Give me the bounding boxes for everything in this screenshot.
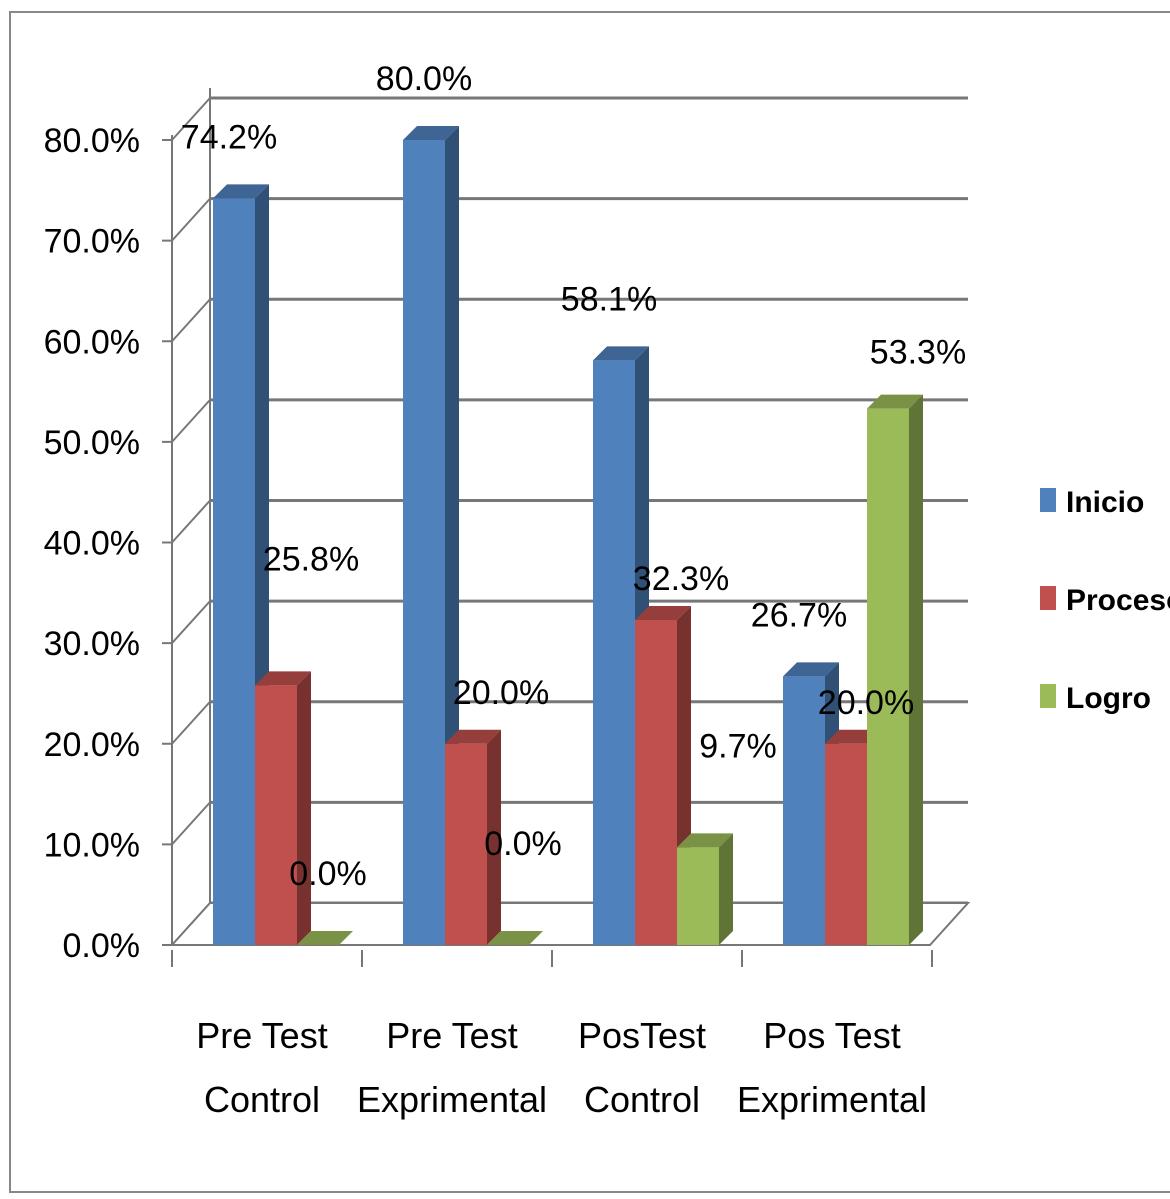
bar-top: [403, 126, 459, 140]
legend-label-inicio: Inicio: [1066, 486, 1144, 519]
data-label: 74.2%: [181, 118, 277, 156]
category-label: Pos Test: [763, 1015, 900, 1056]
data-label: 80.0%: [376, 60, 472, 98]
bar-side: [297, 671, 311, 945]
bar-side: [487, 729, 501, 945]
bar-top: [677, 833, 733, 848]
bar-top: [255, 671, 311, 686]
gridlines: [171, 88, 968, 946]
legend: Inicio Proceso Logro: [1040, 486, 1170, 715]
bar-front: [677, 847, 719, 945]
bar-logro: [297, 931, 353, 945]
gridline-diagonal: [171, 600, 211, 644]
y-tick-label: 20.0%: [44, 726, 140, 764]
gridline-diagonal: [171, 801, 211, 846]
category-label: Control: [204, 1079, 320, 1120]
gridline-diagonal: [171, 499, 211, 544]
bar-front: [213, 198, 255, 946]
data-label: 58.1%: [561, 280, 657, 318]
bar-front: [867, 408, 909, 945]
y-tick-label: 60.0%: [44, 323, 140, 361]
y-tick-label: 0.0%: [63, 927, 141, 965]
bar-front: [783, 676, 825, 945]
bar-top: [593, 346, 649, 361]
bars: [213, 126, 923, 946]
legend-label-logro: Logro: [1066, 682, 1151, 715]
gridline-diagonal: [171, 97, 211, 141]
data-labels: 74.2% 80.0% 58.1% 26.7% 25.8% 20.0% 32.3% 20.0%…: [181, 60, 966, 893]
bar-inicio: [783, 662, 839, 945]
axes: 0.0% 10.0% 20.0% 30.0% 40.0% 50.0% 60.0% 70.0% 8…: [44, 122, 971, 1120]
gridline-diagonal: [171, 701, 211, 745]
bar-front: [635, 619, 677, 945]
legend-swatch-inicio: [1040, 488, 1056, 512]
bar-top: [487, 931, 543, 945]
category-label: Exprimental: [357, 1079, 547, 1120]
legend-label-proceso: Proceso: [1066, 584, 1170, 617]
data-label: 53.3%: [870, 334, 966, 372]
bar-top: [297, 931, 353, 945]
y-tick-label: 80.0%: [44, 122, 140, 160]
bar-logro: [867, 394, 923, 945]
data-label: 0.0%: [484, 825, 562, 863]
legend-swatch-logro: [1040, 684, 1056, 708]
bar-inicio: [213, 184, 269, 946]
data-label: 0.0%: [289, 855, 367, 893]
category-label: Control: [584, 1079, 700, 1120]
data-label: 9.7%: [699, 727, 777, 765]
gridline-diagonal: [171, 197, 211, 242]
bar-top: [867, 394, 923, 409]
y-tick-label: 10.0%: [44, 826, 140, 864]
bar-proceso: [445, 729, 501, 945]
bar-top: [213, 184, 269, 199]
category-label: Pre Test: [196, 1015, 327, 1056]
bar-proceso: [255, 671, 311, 945]
bar-front: [445, 743, 487, 945]
bar-top: [445, 729, 501, 744]
y-tick-label: 30.0%: [44, 625, 140, 663]
bar-front: [825, 743, 867, 945]
bar-front: [403, 140, 445, 945]
bar-front: [593, 360, 635, 945]
legend-swatch-proceso: [1040, 586, 1056, 610]
category-label: Exprimental: [737, 1079, 927, 1120]
y-tick-label: 40.0%: [44, 525, 140, 563]
bar-top: [783, 662, 839, 677]
category-label: Pre Test: [386, 1015, 517, 1056]
gridline-diagonal: [171, 399, 211, 443]
bar-inicio: [593, 346, 649, 945]
data-label: 26.7%: [751, 596, 847, 634]
bar-inicio: [403, 126, 459, 945]
bar-top: [635, 605, 691, 620]
data-label: 20.0%: [453, 674, 549, 712]
y-tick-label: 70.0%: [44, 223, 140, 261]
category-label: PosTest: [578, 1015, 706, 1056]
bar-logro: [677, 833, 733, 945]
y-tick-label: 50.0%: [44, 424, 140, 462]
bar-side: [719, 833, 733, 945]
data-label: 20.0%: [818, 684, 914, 722]
bar-logro: [487, 931, 543, 945]
gridline-diagonal: [171, 298, 211, 342]
bar-front: [255, 685, 297, 945]
data-label: 25.8%: [263, 540, 359, 578]
data-label: 32.3%: [633, 560, 729, 598]
bar-side: [909, 394, 923, 945]
